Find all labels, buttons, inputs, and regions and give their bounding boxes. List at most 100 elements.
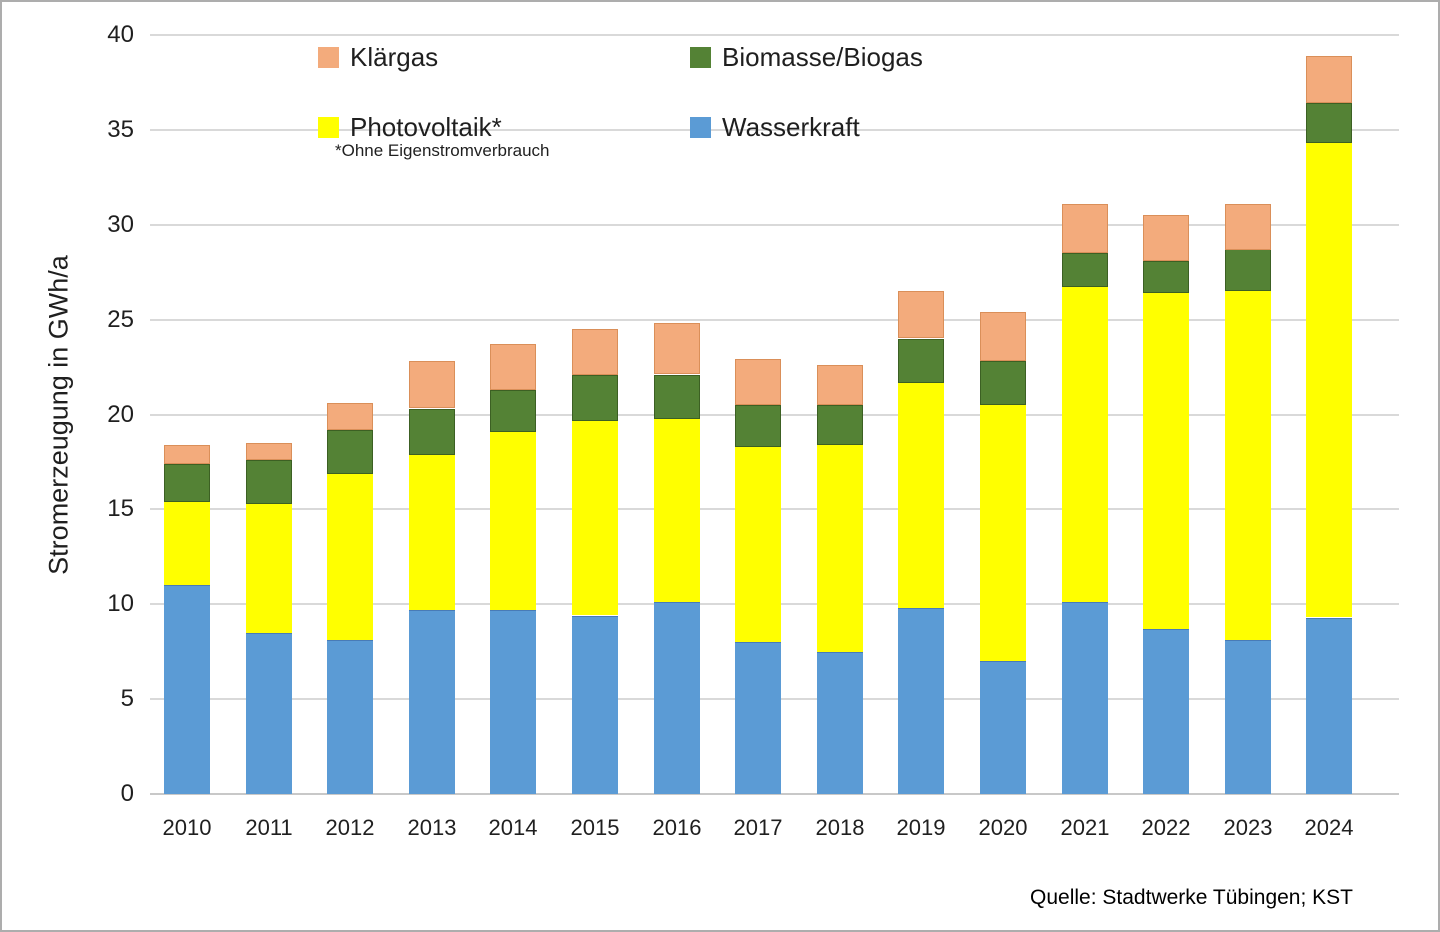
bar-segment-wasserkraft-2023 xyxy=(1225,640,1271,794)
bar-segment-klrgas-2013 xyxy=(409,361,455,408)
bar-segment-biomassebiogas-2014 xyxy=(490,390,536,432)
bar-segment-wasserkraft-2012 xyxy=(327,640,373,794)
legend-label: Klärgas xyxy=(350,41,439,72)
bar-segment-photovoltaik-2014 xyxy=(490,432,536,610)
bar-segment-biomassebiogas-2022 xyxy=(1143,261,1189,293)
bar-segment-biomassebiogas-2011 xyxy=(246,460,292,504)
bar-segment-photovoltaik-2023 xyxy=(1225,291,1271,640)
bar-segment-biomassebiogas-2016 xyxy=(654,375,700,419)
bar-segment-photovoltaik-2017 xyxy=(735,447,781,642)
bar-segment-klrgas-2018 xyxy=(817,365,863,405)
y-tick-label: 40 xyxy=(107,21,134,48)
bar-segment-wasserkraft-2017 xyxy=(735,642,781,794)
x-tick-label-2017: 2017 xyxy=(733,815,783,840)
bar-segment-wasserkraft-2014 xyxy=(490,610,536,794)
y-tick-label: 30 xyxy=(107,211,134,238)
bar-segment-klrgas-2020 xyxy=(980,312,1026,361)
bar-segment-wasserkraft-2010 xyxy=(164,585,210,794)
bar-segment-klrgas-2011 xyxy=(246,443,292,460)
bar-segment-klrgas-2012 xyxy=(327,403,373,430)
legend-item-klaergas: Klärgas xyxy=(318,42,438,72)
bar-segment-photovoltaik-2010 xyxy=(164,502,210,585)
y-tick-label: 20 xyxy=(107,401,134,428)
bar-segment-photovoltaik-2018 xyxy=(817,445,863,652)
biomasse-swatch-icon xyxy=(690,46,711,68)
bar-segment-biomassebiogas-2010 xyxy=(164,464,210,502)
x-tick-label-2024: 2024 xyxy=(1304,815,1354,840)
bar-segment-photovoltaik-2012 xyxy=(327,473,373,640)
legend-footnote: *Ohne Eigenstromverbrauch xyxy=(335,141,550,160)
y-tick-label: 35 xyxy=(107,116,134,143)
x-tick-label-2023: 2023 xyxy=(1223,815,1273,840)
gridline-40 xyxy=(150,34,1399,36)
bar-segment-biomassebiogas-2017 xyxy=(735,405,781,447)
bar-segment-klrgas-2017 xyxy=(735,359,781,405)
bar-segment-klrgas-2019 xyxy=(898,291,944,338)
gridline-25 xyxy=(150,319,1399,321)
bar-segment-klrgas-2022 xyxy=(1143,215,1189,261)
klaergas-swatch-icon xyxy=(318,46,339,68)
x-tick-label-2020: 2020 xyxy=(978,815,1028,840)
bar-segment-wasserkraft-2024 xyxy=(1306,618,1352,794)
bar-segment-wasserkraft-2013 xyxy=(409,610,455,794)
bar-segment-biomassebiogas-2024 xyxy=(1306,103,1352,143)
bar-segment-klrgas-2021 xyxy=(1062,204,1108,253)
bar-segment-photovoltaik-2015 xyxy=(572,420,618,615)
bar-segment-wasserkraft-2016 xyxy=(654,602,700,794)
legend-item-photovoltaik: Photovoltaik* xyxy=(318,112,502,142)
bar-segment-photovoltaik-2016 xyxy=(654,418,700,602)
source-text: Quelle: Stadtwerke Tübingen; KST xyxy=(1030,886,1353,909)
bar-segment-wasserkraft-2011 xyxy=(246,633,292,794)
legend-item-wasserkraft: Wasserkraft xyxy=(690,112,860,142)
gridline-30 xyxy=(150,224,1399,226)
bar-segment-wasserkraft-2019 xyxy=(898,608,944,794)
x-tick-label-2021: 2021 xyxy=(1060,815,1110,840)
bar-segment-photovoltaik-2024 xyxy=(1306,143,1352,617)
y-tick-label: 15 xyxy=(107,495,134,522)
x-tick-label-2013: 2013 xyxy=(407,815,457,840)
legend-item-biomasse: Biomasse/Biogas xyxy=(690,42,923,72)
bar-segment-wasserkraft-2021 xyxy=(1062,602,1108,794)
bar-segment-photovoltaik-2021 xyxy=(1062,287,1108,602)
bar-segment-biomassebiogas-2020 xyxy=(980,361,1026,405)
legend-label: Wasserkraft xyxy=(722,111,860,142)
bar-segment-wasserkraft-2020 xyxy=(980,661,1026,794)
bar-segment-photovoltaik-2019 xyxy=(898,382,944,608)
x-tick-label-2011: 2011 xyxy=(245,815,293,840)
bar-segment-klrgas-2024 xyxy=(1306,56,1352,103)
x-tick-label-2010: 2010 xyxy=(162,815,212,840)
legend-label: Biomasse/Biogas xyxy=(722,41,923,72)
bar-segment-biomassebiogas-2018 xyxy=(817,405,863,445)
bar-segment-biomassebiogas-2013 xyxy=(409,409,455,455)
x-tick-label-2012: 2012 xyxy=(325,815,375,840)
bar-segment-klrgas-2010 xyxy=(164,445,210,464)
y-tick-label: 0 xyxy=(120,780,134,807)
gridline-0 xyxy=(150,793,1399,795)
x-tick-label-2022: 2022 xyxy=(1141,815,1191,840)
y-tick-label: 10 xyxy=(107,590,134,617)
y-axis-title: Stromerzeugung in GWh/a xyxy=(43,255,74,575)
bar-segment-wasserkraft-2022 xyxy=(1143,629,1189,794)
bar-segment-photovoltaik-2022 xyxy=(1143,293,1189,629)
bar-segment-klrgas-2016 xyxy=(654,323,700,374)
bar-segment-biomassebiogas-2021 xyxy=(1062,253,1108,287)
bar-segment-biomassebiogas-2023 xyxy=(1225,249,1271,291)
bar-segment-wasserkraft-2015 xyxy=(572,616,618,794)
bar-segment-biomassebiogas-2015 xyxy=(572,375,618,421)
legend-label: Photovoltaik* xyxy=(350,111,502,142)
wasserkraft-swatch-icon xyxy=(690,116,711,138)
bar-segment-biomassebiogas-2012 xyxy=(327,430,373,474)
bar-segment-biomassebiogas-2019 xyxy=(898,339,944,383)
bar-segment-klrgas-2015 xyxy=(572,329,618,375)
bar-segment-photovoltaik-2011 xyxy=(246,504,292,633)
x-tick-label-2015: 2015 xyxy=(570,815,620,840)
x-tick-label-2014: 2014 xyxy=(488,815,538,840)
bar-segment-photovoltaik-2020 xyxy=(980,405,1026,661)
bar-segment-wasserkraft-2018 xyxy=(817,652,863,794)
x-tick-label-2016: 2016 xyxy=(652,815,702,840)
y-tick-label: 25 xyxy=(107,306,134,333)
bar-segment-klrgas-2014 xyxy=(490,344,536,390)
x-tick-label-2019: 2019 xyxy=(896,815,946,840)
x-tick-label-2018: 2018 xyxy=(815,815,865,840)
